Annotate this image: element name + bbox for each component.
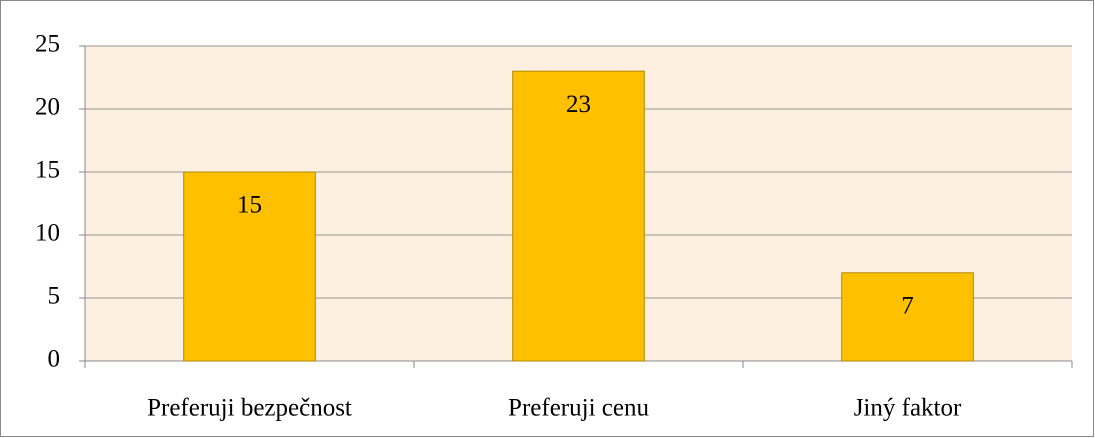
y-tick-label: 5 [48, 283, 61, 310]
data-label: 23 [566, 91, 591, 118]
data-label: 15 [237, 192, 262, 219]
bar [512, 70, 645, 362]
x-tick-label: Jiný faktor [854, 395, 962, 422]
bar [841, 272, 974, 362]
y-tick-label: 15 [35, 157, 60, 184]
x-tick-label: Preferuji cenu [508, 395, 649, 422]
y-tick-label: 25 [35, 31, 60, 58]
y-tick-label: 0 [48, 346, 61, 373]
y-tick-label: 20 [35, 94, 60, 121]
x-tick-label: Preferuji bezpečnost [147, 395, 352, 422]
data-label: 7 [901, 293, 914, 320]
y-tick-label: 10 [35, 220, 60, 247]
bar [183, 171, 316, 362]
